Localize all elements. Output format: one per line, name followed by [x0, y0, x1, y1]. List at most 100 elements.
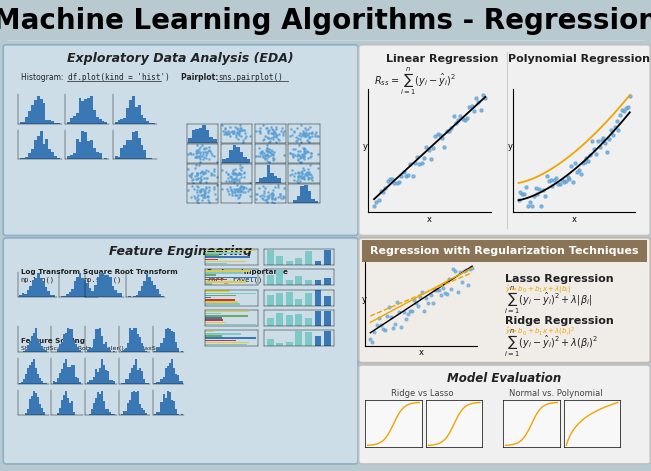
Bar [270, 173, 273, 183]
Bar [138, 291, 141, 297]
Bar [229, 150, 232, 163]
Point [193, 153, 203, 160]
Point [295, 147, 305, 154]
Bar [174, 374, 176, 384]
Bar [179, 381, 181, 384]
Point [402, 310, 413, 317]
Point [307, 177, 317, 184]
Point [197, 148, 208, 156]
Point [200, 168, 210, 176]
Point [273, 181, 283, 189]
Point [264, 159, 275, 166]
Y-axis label: y: y [363, 142, 368, 151]
Point [403, 171, 413, 179]
Text: Log Transform: Log Transform [21, 269, 80, 275]
Point [381, 312, 392, 319]
Point [577, 160, 588, 167]
Bar [90, 96, 93, 124]
Point [227, 175, 237, 182]
Bar [79, 142, 81, 159]
Point [305, 162, 316, 169]
Point [609, 123, 620, 130]
Point [293, 169, 303, 176]
Point [304, 169, 314, 176]
Bar [46, 349, 48, 352]
Point [232, 125, 242, 132]
Point [259, 149, 270, 156]
Point [286, 151, 297, 158]
Point [195, 178, 205, 186]
Point [187, 170, 198, 177]
Point [192, 149, 202, 157]
Point [266, 149, 276, 157]
Bar [87, 98, 90, 124]
Point [262, 150, 272, 157]
Bar [107, 409, 109, 415]
Bar [102, 121, 104, 124]
Bar [81, 278, 84, 297]
Point [297, 171, 307, 178]
Bar [188, 138, 192, 143]
Point [298, 131, 308, 139]
Point [202, 147, 213, 154]
Point [262, 198, 273, 205]
Point [289, 172, 299, 180]
Point [261, 146, 271, 154]
Point [305, 123, 315, 130]
Point [436, 292, 446, 299]
Point [292, 124, 303, 132]
Point [219, 130, 229, 138]
Point [240, 188, 251, 196]
Bar [51, 122, 54, 124]
Bar [122, 411, 124, 415]
Point [264, 138, 274, 146]
Point [195, 189, 205, 196]
Point [456, 278, 467, 286]
Point [217, 121, 227, 129]
Bar [107, 348, 109, 352]
Point [210, 190, 220, 197]
Point [394, 178, 404, 185]
Bar [141, 343, 143, 352]
Point [290, 145, 300, 152]
Point [221, 130, 231, 137]
Bar [23, 379, 25, 384]
Point [235, 185, 245, 192]
Point [534, 186, 544, 193]
Bar [307, 191, 311, 203]
Point [463, 282, 473, 289]
Bar [101, 359, 103, 384]
Bar [165, 368, 167, 384]
Point [191, 150, 201, 157]
Point [266, 189, 277, 196]
Bar [324, 331, 331, 346]
Bar [73, 412, 75, 415]
Bar [122, 382, 124, 384]
Bar [109, 350, 111, 352]
Bar [296, 299, 302, 306]
Bar [297, 196, 300, 203]
Point [266, 195, 277, 203]
Point [245, 192, 256, 199]
Bar [61, 342, 63, 352]
Point [296, 167, 307, 175]
Bar [37, 136, 40, 159]
Point [225, 132, 236, 139]
Bar [277, 293, 283, 306]
Point [400, 172, 411, 180]
Point [426, 155, 436, 163]
Point [301, 147, 312, 154]
Point [225, 172, 235, 179]
Point [209, 168, 219, 175]
Bar [79, 273, 81, 297]
Point [266, 123, 277, 130]
Point [525, 198, 535, 205]
Bar [286, 342, 292, 346]
Point [292, 179, 303, 187]
Point [270, 129, 280, 136]
Point [449, 112, 459, 120]
Point [562, 173, 573, 181]
Point [264, 192, 274, 199]
Bar [169, 329, 171, 352]
Point [396, 323, 407, 331]
